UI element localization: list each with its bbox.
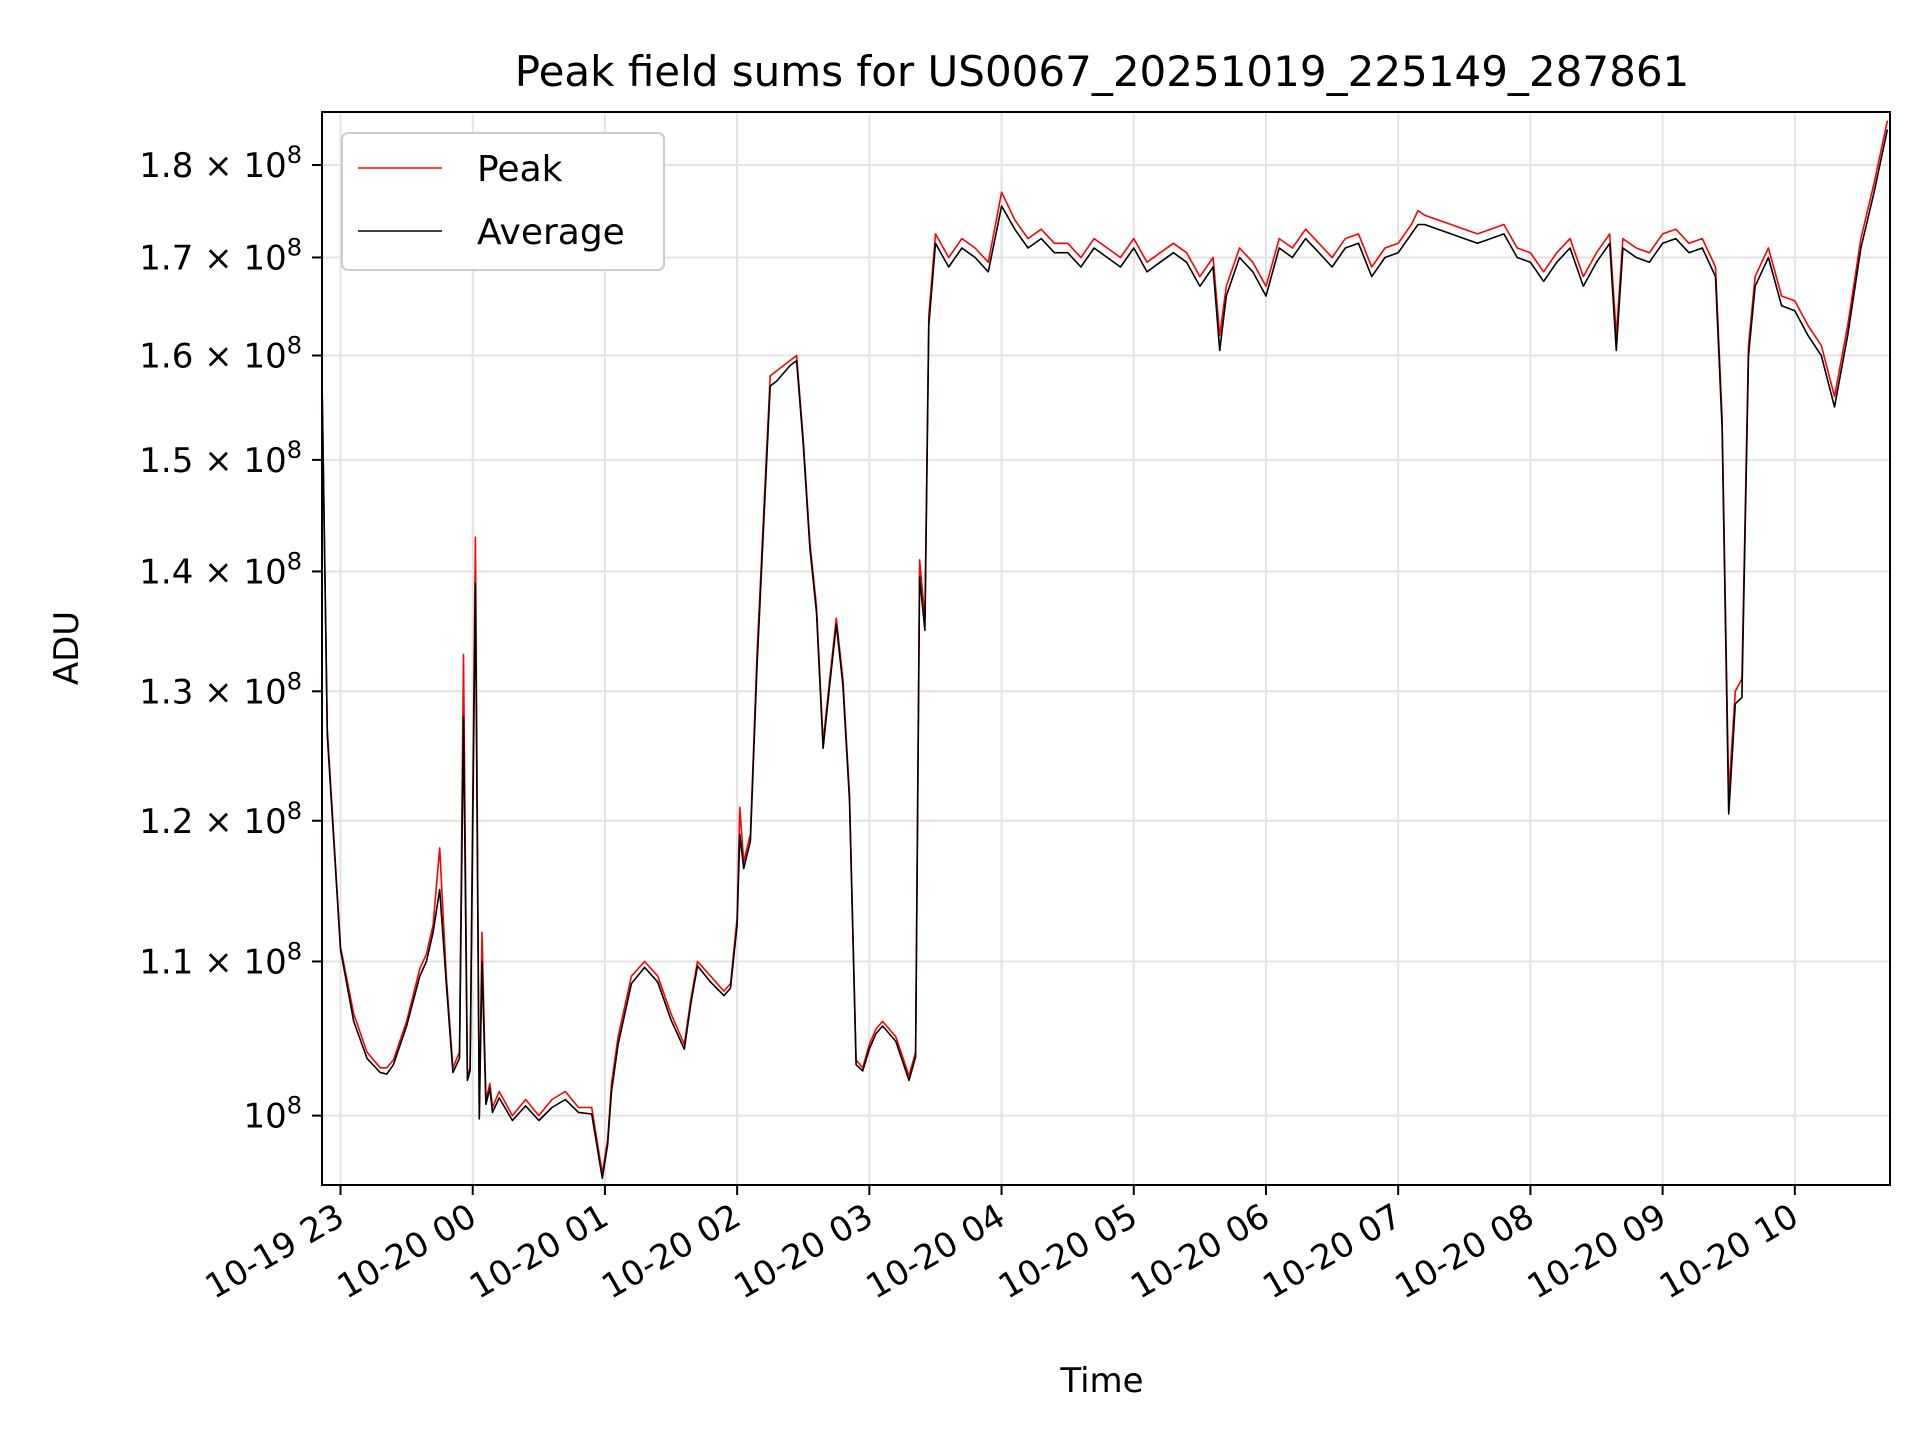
y-axis-ticks: 108 1.1 × 108 1.2 × 108 1.3 × 108 1.4 × 108 1… (139, 141, 322, 1137)
y-tick-label: 1.5 × 108 (139, 436, 302, 481)
x-axis-label: Time (1059, 1361, 1143, 1401)
y-axis-label: ADU (47, 611, 87, 685)
y-tick-label: 1.7 × 108 (139, 233, 302, 278)
legend-label-peak: Peak (477, 149, 563, 190)
y-tick-label: 1.8 × 108 (139, 141, 302, 186)
chart-title: Peak field sums for US0067_20251019_2251… (515, 47, 1690, 96)
series-line-average (322, 129, 1889, 1180)
y-tick-label: 1.6 × 108 (139, 332, 302, 377)
plot-frame (321, 111, 1891, 1186)
y-tick-label: 1.3 × 108 (139, 667, 302, 712)
series-line-peak (322, 120, 1889, 1174)
legend-label-average: Average (477, 212, 625, 253)
y-tick-label: 108 (243, 1092, 302, 1137)
y-tick-label: 1.4 × 108 (139, 547, 302, 592)
grid-layer (322, 112, 1890, 1185)
series-layer (322, 120, 1889, 1180)
y-tick-label: 1.1 × 108 (139, 937, 302, 982)
legend: Peak Average (341, 132, 665, 271)
y-tick-label: 1.2 × 108 (139, 797, 302, 842)
